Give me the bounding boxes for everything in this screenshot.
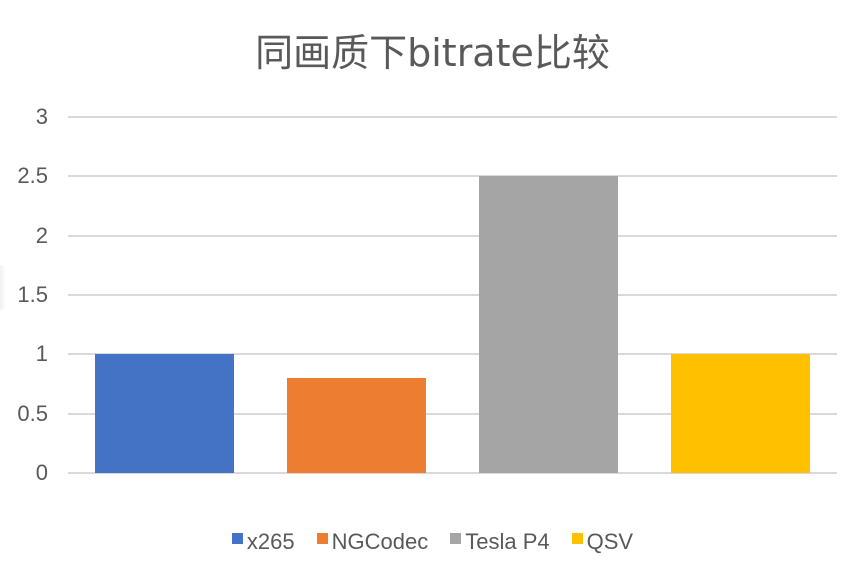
y-tick-label: 1	[35, 341, 48, 367]
legend-square-icon	[571, 533, 583, 544]
chart-title: 同画质下bitrate比较	[255, 31, 610, 75]
gridline	[68, 412, 837, 415]
chart-legend: x265 NGCodec Tesla P4 QSV	[0, 527, 865, 557]
gridline	[68, 116, 837, 118]
gridline	[68, 472, 837, 474]
y-tick-label: 0.5	[17, 400, 48, 426]
legend-square-icon	[231, 533, 243, 544]
legend-item-qsv[interactable]: QSV	[571, 527, 634, 557]
legend-label: Tesla P4	[465, 529, 550, 554]
y-tick-label: 2	[35, 222, 48, 248]
bar-qsv[interactable]	[671, 354, 811, 473]
y-tick-label: 0	[35, 460, 48, 485]
gridline	[68, 234, 837, 237]
legend-label: NGCodec	[331, 529, 429, 554]
edge-shadow	[0, 265, 6, 310]
legend-item-ngcodec[interactable]: NGCodec	[316, 527, 429, 557]
legend-square-icon	[316, 533, 328, 544]
y-tick-label: 1.5	[17, 282, 48, 307]
y-tick-label: 2.5	[17, 163, 48, 189]
gridline	[68, 175, 837, 178]
gridline	[68, 294, 837, 296]
bar-ngcodec[interactable]	[286, 378, 426, 473]
legend-item-x265[interactable]: x265	[231, 527, 295, 557]
legend-square-icon	[450, 533, 462, 544]
gridline	[68, 353, 837, 356]
legend-item-tesla-p4[interactable]: Tesla P4	[450, 527, 550, 557]
bar-tesla-p4[interactable]	[479, 176, 619, 473]
legend-label: x265	[246, 529, 295, 554]
y-tick-label: 3	[35, 104, 48, 129]
legend-label: QSV	[586, 529, 634, 554]
bar-x265[interactable]	[94, 354, 234, 473]
